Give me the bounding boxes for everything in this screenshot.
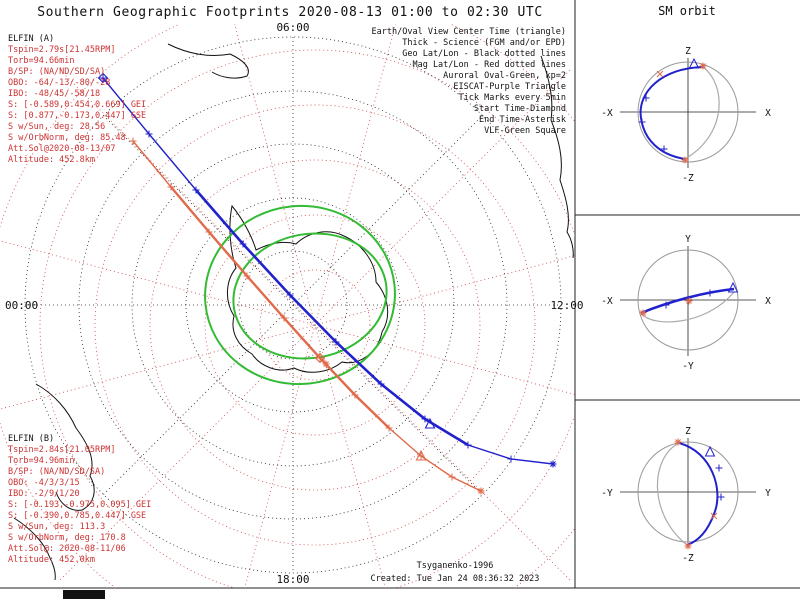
elfin-a-info-line: Altitude: 452.8km bbox=[8, 155, 95, 165]
elfin-b-info-line: Altitude: 452.0km bbox=[8, 555, 95, 565]
elfin-a-info-line: S w/OrbNorm, deg: 85.48 bbox=[8, 133, 126, 143]
orbit-nearside bbox=[640, 287, 735, 315]
axis-label-bottom: -Z bbox=[682, 553, 694, 564]
orbit-nearside bbox=[678, 442, 719, 546]
tick-mark bbox=[715, 464, 723, 472]
asterisk-marker bbox=[674, 438, 682, 446]
coastline-southwest bbox=[13, 517, 56, 581]
legend-item: EISCAT-Purple Triangle bbox=[453, 82, 566, 92]
axis-label-right: X bbox=[765, 296, 771, 307]
earth-circle bbox=[637, 61, 739, 163]
elfin-b-info-line: Tspin=2.84s[21.05RPM] bbox=[8, 445, 115, 455]
earth-circle bbox=[637, 441, 739, 543]
elfin-a-info-line: B/SP: (NA/ND/SD/SA) bbox=[8, 67, 105, 77]
elfin-b-info-line: Torb=94.96min bbox=[8, 456, 75, 466]
sm-orbit-title: SM orbit bbox=[658, 4, 716, 18]
legend: Earth/Oval View Center Time (triangle) T… bbox=[372, 27, 566, 136]
tick-mark bbox=[507, 455, 515, 463]
legend-item: Tick Marks every 5min bbox=[459, 93, 566, 103]
tracks-layer bbox=[97, 72, 558, 496]
elfin-b-info-line: OBO: -4/3/3/15 bbox=[8, 478, 80, 488]
legend-item: Geo Lat/Lon - Black dotted lines bbox=[402, 49, 566, 59]
antarctica-coastline bbox=[227, 204, 389, 373]
model-label: Tsyganenko-1996 bbox=[417, 561, 494, 571]
axis-label-right: X bbox=[765, 108, 771, 119]
footprint-track bbox=[132, 140, 482, 492]
sm-orbit-panel-1: Z -Z -X X bbox=[601, 46, 771, 184]
ast-marker bbox=[321, 359, 331, 369]
axis-label-bottom: -Y bbox=[682, 361, 694, 372]
plot-title: Southern Geographic Footprints 2020-08-1… bbox=[37, 5, 543, 20]
axis-label-bottom: -Z bbox=[682, 173, 694, 184]
earth-circle bbox=[637, 249, 739, 351]
axis-label-left: -X bbox=[601, 108, 613, 119]
elfin-b-info-line: IBO: -2/9/1/20 bbox=[8, 489, 80, 499]
elfin-a-info-line: S: [0.877,-0.173,0.447] GSE bbox=[8, 111, 146, 121]
elfin-a-info-line: IBO: -48/45/-58/18 bbox=[8, 89, 100, 99]
axis-label-left: -Y bbox=[601, 488, 613, 499]
asterisk-marker bbox=[685, 297, 693, 305]
elfin-a-title: ELFIN (A) bbox=[8, 34, 54, 44]
sm-orbit-panel-3: Z -Z -Y Y bbox=[601, 426, 771, 564]
axis-label-top: Z bbox=[685, 426, 691, 437]
asterisk-marker bbox=[639, 309, 647, 317]
elfin-b-info-line: Att.Sol@: 2020-08-11/06 bbox=[8, 544, 126, 554]
elfin-b-info-line: S: [-0.193,-0.975,0.095] GEI bbox=[8, 500, 151, 510]
elfin-a-info: ELFIN (A) Tspin=2.79s[21.45RPM] Torb=94.… bbox=[8, 34, 146, 165]
elfin-a-info-line: Tspin=2.79s[21.45RPM] bbox=[8, 45, 115, 55]
asterisk-marker bbox=[699, 62, 707, 70]
coastline-east bbox=[540, 55, 574, 259]
elfin-a-info-line: Torb=94.66min bbox=[8, 56, 75, 66]
ast-marker bbox=[548, 459, 558, 469]
auroral-oval bbox=[204, 204, 396, 386]
dial-label-bottom: 18:00 bbox=[276, 573, 309, 586]
orbit-farside bbox=[640, 291, 735, 323]
elfin-a-info-line: OBO: -64/-13/-80/-28 bbox=[8, 78, 110, 88]
coastline-west bbox=[35, 383, 95, 511]
dial-label-top: 06:00 bbox=[276, 21, 309, 34]
geo-grid bbox=[24, 36, 562, 574]
dial-label-right: 12:00 bbox=[550, 299, 583, 312]
sm-orbit-panel-2: Y -Y -X X bbox=[601, 234, 771, 372]
elfin-a-info-line: Att.Sol@2020-08-13/07 bbox=[8, 144, 115, 154]
tick-mark bbox=[706, 289, 714, 297]
x-marker bbox=[656, 70, 664, 78]
orbit-farside bbox=[656, 442, 688, 546]
elfin-a-info-line: S w/Sun, deg: 28.56 bbox=[8, 122, 105, 132]
elfin-b-info-line: S: [-0.390,0.785,0.447] GSE bbox=[8, 511, 146, 521]
mag-grid bbox=[0, 24, 575, 588]
elfin-a-info-line: S: [-0.589,0.454,0.669] GEI bbox=[8, 100, 146, 110]
bottom-left-box bbox=[63, 590, 105, 599]
axis-label-top: Z bbox=[685, 46, 691, 57]
dial-label-left: 00:00 bbox=[5, 299, 38, 312]
tick-mark bbox=[717, 493, 725, 501]
created-timestamp: Created: Tue Jan 24 08:36:32 2023 bbox=[371, 574, 540, 584]
legend-item: Earth/Oval View Center Time (triangle) bbox=[372, 27, 566, 37]
elfin-b-info-line: S w/OrbNorm, deg: 170.8 bbox=[8, 533, 126, 543]
elfin-b-info: ELFIN (B) Tspin=2.84s[21.05RPM] Torb=94.… bbox=[8, 434, 151, 565]
coastline-top bbox=[167, 43, 249, 79]
legend-item: Start Time-Diamond bbox=[474, 104, 566, 114]
orbit-farside bbox=[684, 66, 720, 160]
legend-item: Mag Lat/Lon - Red dotted lines bbox=[412, 60, 566, 70]
axis-label-right: Y bbox=[765, 488, 771, 499]
polar-map bbox=[0, 24, 575, 588]
legend-item: End Time-Asterisk bbox=[479, 115, 566, 125]
legend-item: Thick - Science (FGM and/or EPD) bbox=[402, 38, 566, 48]
elfin-b-title: ELFIN (B) bbox=[8, 434, 54, 444]
elfin-b-info-line: B/SP: (NA/ND/SD/SA) bbox=[8, 467, 105, 477]
asterisk-marker bbox=[684, 542, 692, 550]
elfin-b-info-line: S w/Sun, deg: 113.3 bbox=[8, 522, 105, 532]
axis-label-top: Y bbox=[685, 234, 691, 245]
orbit-nearside bbox=[639, 66, 704, 160]
legend-item: VLF-Green Square bbox=[484, 126, 566, 136]
axis-label-left: -X bbox=[601, 296, 613, 307]
ast-marker bbox=[476, 486, 486, 496]
legend-item: Auroral Oval-Green, kp=2 bbox=[443, 71, 566, 81]
asterisk-marker bbox=[681, 156, 689, 164]
